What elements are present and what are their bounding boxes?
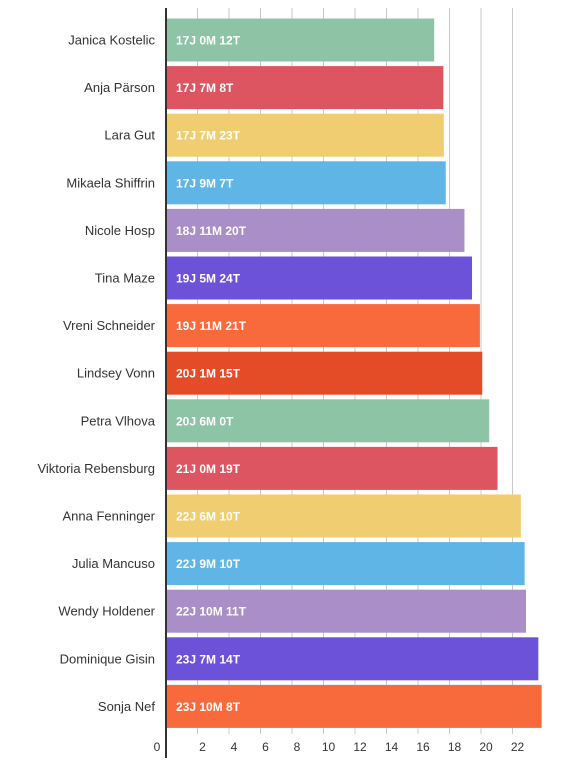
- bar: [166, 18, 435, 62]
- x-tick-label: 4: [231, 740, 238, 754]
- x-tick-label: 2: [199, 740, 206, 754]
- category-label: Dominique Gisin: [60, 651, 155, 666]
- category-label: Vreni Schneider: [63, 318, 156, 333]
- bar: [166, 304, 480, 348]
- category-label: Mikaela Shiffrin: [66, 175, 155, 190]
- bar-data-label: 22J 10M 11T: [176, 605, 247, 619]
- category-label: Janica Kostelic: [68, 33, 155, 48]
- bar-data-label: 21J 0M 19T: [176, 462, 241, 476]
- x-axis-ticks: 0 2 4 6 8 10 12 14 16 18 20 22: [154, 740, 525, 754]
- x-tick-label: 18: [448, 740, 462, 754]
- bar-data-label: 18J 11M 20T: [176, 224, 247, 238]
- bar-data-label: 22J 6M 10T: [176, 510, 241, 524]
- category-label: Anna Fenninger: [62, 509, 155, 524]
- category-label: Wendy Holdener: [58, 604, 155, 619]
- bar: [166, 256, 473, 300]
- bar-data-label: 20J 1M 15T: [176, 367, 241, 381]
- bar-data-label: 17J 9M 7T: [176, 176, 234, 190]
- bar: [166, 494, 521, 538]
- bar-data-label: 23J 10M 8T: [176, 700, 241, 714]
- category-label: Viktoria Rebensburg: [37, 461, 155, 476]
- bar: [166, 637, 539, 681]
- x-tick-label: 0: [154, 740, 161, 754]
- category-labels: Janica Kostelic Anja Pärson Lara Gut Mikael…: [37, 33, 155, 714]
- category-label: Julia Mancuso: [72, 556, 155, 571]
- bar: [166, 684, 542, 728]
- bar-data-label: 19J 5M 24T: [176, 272, 241, 286]
- bar-data-label: 17J 7M 8T: [176, 81, 234, 95]
- bar: [166, 542, 525, 586]
- bar-data-label: 17J 7M 23T: [176, 129, 241, 143]
- bar-data-label: 23J 7M 14T: [176, 652, 241, 666]
- bar: [166, 351, 483, 395]
- bar: [166, 113, 444, 157]
- category-label: Lindsey Vonn: [77, 366, 155, 381]
- x-tick-label: 20: [479, 740, 493, 754]
- category-label: Nicole Hosp: [85, 223, 155, 238]
- bar: [166, 208, 465, 252]
- category-label: Lara Gut: [104, 128, 155, 143]
- bar: [166, 161, 446, 205]
- bar-data-label: 17J 0M 12T: [176, 34, 241, 48]
- x-tick-label: 6: [262, 740, 269, 754]
- x-tick-label: 8: [294, 740, 301, 754]
- bar-data-label: 20J 6M 0T: [176, 414, 234, 428]
- bar: [166, 66, 444, 110]
- data-labels: 17J 0M 12T 17J 7M 8T 17J 7M 23T 17J 9M 7T 18…: [176, 34, 247, 714]
- bar: [166, 446, 498, 490]
- category-label: Anja Pärson: [84, 80, 155, 95]
- category-label: Tina Maze: [95, 271, 155, 286]
- category-label: Petra Vlhova: [81, 413, 156, 428]
- bars: [166, 18, 542, 728]
- x-tick-label: 22: [511, 740, 525, 754]
- x-tick-label: 14: [385, 740, 399, 754]
- x-tick-label: 16: [416, 740, 430, 754]
- x-tick-label: 12: [353, 740, 367, 754]
- bar-data-label: 19J 11M 21T: [176, 319, 247, 333]
- category-label: Sonja Nef: [98, 699, 155, 714]
- bar: [166, 399, 490, 443]
- bar: [166, 589, 527, 633]
- x-tick-label: 10: [322, 740, 336, 754]
- bar-data-label: 22J 9M 10T: [176, 557, 241, 571]
